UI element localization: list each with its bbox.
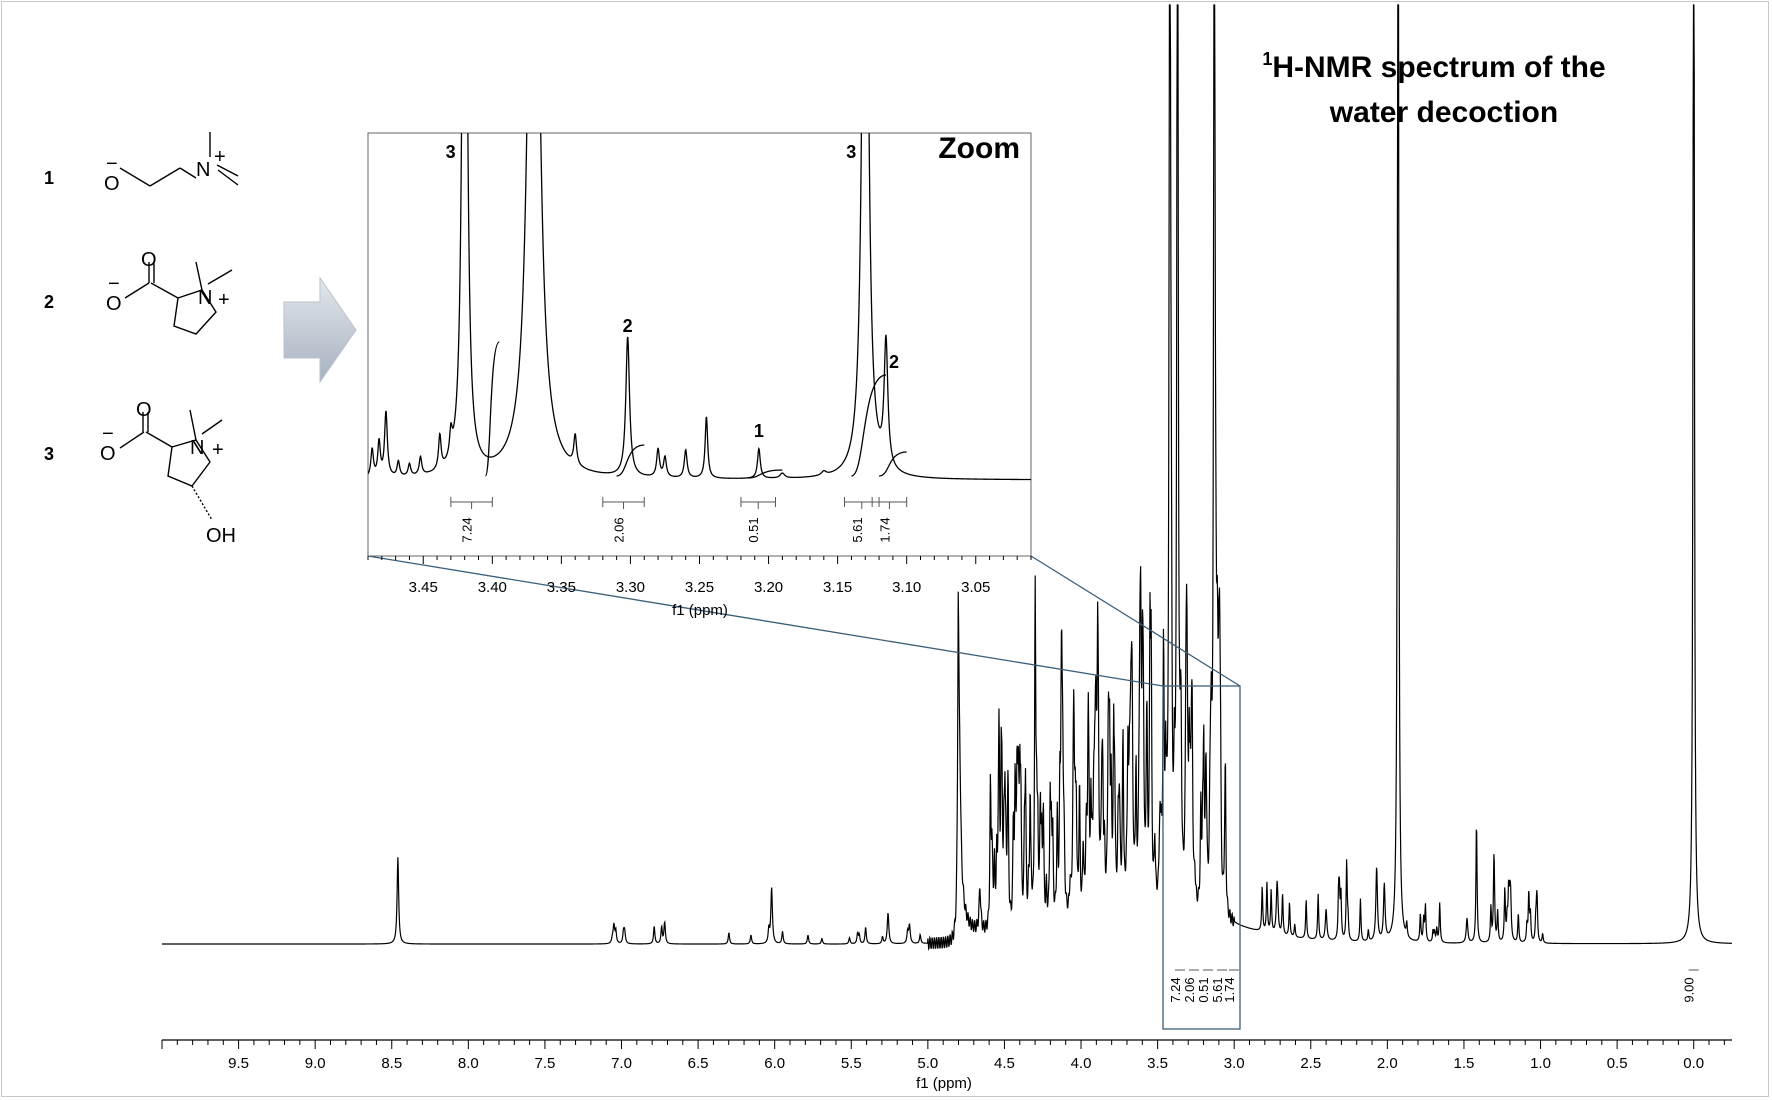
zoom-x-tick-label: 3.40 bbox=[478, 579, 507, 596]
main-x-tick-label: 1.5 bbox=[1454, 1055, 1475, 1072]
compound-number-1: 1 bbox=[44, 168, 54, 188]
zoom-x-axis-label: f1 (ppm) bbox=[672, 602, 728, 619]
main-integral-label: 9.00 bbox=[1682, 977, 1697, 1002]
main-x-tick-label: 4.0 bbox=[1071, 1055, 1092, 1072]
main-x-axis-label: f1 (ppm) bbox=[916, 1075, 972, 1092]
main-x-tick-label: 0.0 bbox=[1683, 1055, 1704, 1072]
choline-oxygen: O bbox=[104, 173, 120, 195]
main-x-tick-label: 8.5 bbox=[381, 1055, 402, 1072]
proline-oxygen: O bbox=[106, 293, 122, 315]
structure-proline-betaine bbox=[124, 261, 233, 335]
main-x-tick-label: 3.5 bbox=[1147, 1055, 1168, 1072]
zoom-x-tick-label: 3.30 bbox=[616, 579, 645, 596]
choline-nitrogen: N bbox=[196, 159, 210, 181]
main-x-tick-label: 1.0 bbox=[1530, 1055, 1551, 1072]
proline-nitrogen: N bbox=[198, 287, 212, 309]
choline-plus: + bbox=[214, 146, 226, 168]
zoom-peak-label: 2 bbox=[623, 316, 633, 336]
main-x-tick-label: 9.5 bbox=[228, 1055, 249, 1072]
zoom-peak-label: 3 bbox=[846, 142, 856, 162]
main-x-axis: 9.5 9.0 8.5 8.0 7.5 7.0 6.5 6.0 5.5 5.0 4.5 4.0 3.5 3… bbox=[161, 1039, 1732, 1072]
zoom-peak-labels: 3 2 1 3 2 bbox=[446, 142, 899, 441]
main-integral-label: 2.06 bbox=[1182, 977, 1197, 1002]
zoom-x-tick-label: 3.15 bbox=[823, 579, 852, 596]
hydroxyproline-nitrogen: N bbox=[190, 437, 204, 459]
zoom-spectrum-trace bbox=[368, 133, 1031, 481]
main-x-tick-label: 7.0 bbox=[611, 1055, 632, 1072]
compound-number-2: 2 bbox=[44, 292, 54, 312]
main-x-tick-label: 6.0 bbox=[764, 1055, 785, 1072]
zoom-integral-label: 2.06 bbox=[612, 517, 627, 542]
zoom-inset: 7.24 2.06 0.51 5.61 1.74 3 2 1 3 2 Zoom bbox=[367, 132, 1032, 557]
proline-carbonyl-oxygen: O bbox=[141, 249, 157, 271]
zoom-integral-label: 0.51 bbox=[746, 517, 761, 542]
main-spectrum-trace bbox=[162, 4, 1733, 952]
zoom-x-tick-label: 3.20 bbox=[754, 579, 783, 596]
zoom-integral-label: 7.24 bbox=[460, 517, 475, 542]
proline-minus: − bbox=[108, 273, 120, 295]
main-x-tick-label: 7.5 bbox=[534, 1055, 555, 1072]
structure-choline bbox=[119, 132, 239, 187]
zoom-region-box bbox=[1162, 685, 1241, 1030]
choline-minus: − bbox=[106, 153, 118, 175]
main-x-tick-label: 2.0 bbox=[1377, 1055, 1398, 1072]
zoom-peak-label: 1 bbox=[754, 421, 764, 441]
zoom-integral-label: 1.74 bbox=[877, 517, 892, 542]
main-x-tick-label: 4.5 bbox=[994, 1055, 1015, 1072]
zoom-peak-label: 3 bbox=[446, 142, 456, 162]
zoom-integral-label: 5.61 bbox=[850, 517, 865, 542]
main-integrals: 7.24 2.06 0.51 5.611.74 9.00 bbox=[1168, 969, 1699, 1003]
zoom-x-tick-label: 3.25 bbox=[685, 579, 714, 596]
zoom-label: Zoom bbox=[938, 132, 1020, 165]
structure-hydroxyproline-betaine bbox=[119, 409, 223, 521]
zoom-arrow bbox=[283, 276, 357, 384]
main-integral-label: 5.61 bbox=[1210, 977, 1225, 1002]
compound-structures: 1 2 3 O − N + O O − N + bbox=[44, 132, 239, 547]
zoom-connector-left bbox=[367, 555, 1164, 687]
hydroxyproline-oxygen: O bbox=[100, 443, 116, 465]
hydroxyproline-minus: − bbox=[102, 423, 114, 445]
title-superscript: 1 bbox=[1262, 49, 1272, 69]
zoom-x-tick-label: 3.05 bbox=[961, 579, 990, 596]
compound-number-3: 3 bbox=[44, 444, 54, 464]
main-integral-label: 7.24 bbox=[1168, 977, 1183, 1002]
zoom-x-tick-label: 3.45 bbox=[409, 579, 438, 596]
main-integral-label: 0.51 bbox=[1196, 977, 1211, 1002]
zoom-x-axis: 3.45 3.40 3.35 3.30 3.25 3.20 3.15 3.10 3.05 bbox=[367, 556, 1032, 596]
main-x-tick-label: 5.5 bbox=[841, 1055, 862, 1072]
zoom-x-tick-label: 3.10 bbox=[892, 579, 921, 596]
main-x-tick-label: 3.0 bbox=[1224, 1055, 1245, 1072]
chart-title-line-2: water decoction bbox=[1329, 96, 1558, 129]
zoom-peak-label: 2 bbox=[889, 352, 899, 372]
main-x-tick-label: 8.0 bbox=[458, 1055, 479, 1072]
main-x-tick-label: 5.0 bbox=[917, 1055, 938, 1072]
zoom-x-tick-label: 3.35 bbox=[547, 579, 576, 596]
proline-plus: + bbox=[218, 289, 230, 311]
zoom-integrals: 7.24 2.06 0.51 5.61 1.74 bbox=[450, 341, 908, 543]
title-line-1: H-NMR spectrum of the bbox=[1272, 51, 1605, 84]
main-x-tick-label: 9.0 bbox=[305, 1055, 326, 1072]
zoom-connector-right bbox=[1030, 555, 1241, 687]
main-x-tick-label: 0.5 bbox=[1607, 1055, 1628, 1072]
main-integral-label: 1.74 bbox=[1222, 977, 1237, 1002]
hydroxyproline-carbonyl-oxygen: O bbox=[136, 399, 152, 421]
main-x-tick-label: 2.5 bbox=[1300, 1055, 1321, 1072]
hydroxyproline-plus: + bbox=[212, 439, 224, 461]
main-x-tick-label: 6.5 bbox=[688, 1055, 709, 1072]
chart-title: 1H-NMR spectrum of the bbox=[1262, 49, 1605, 84]
hydroxyproline-oh: OH bbox=[206, 525, 236, 547]
